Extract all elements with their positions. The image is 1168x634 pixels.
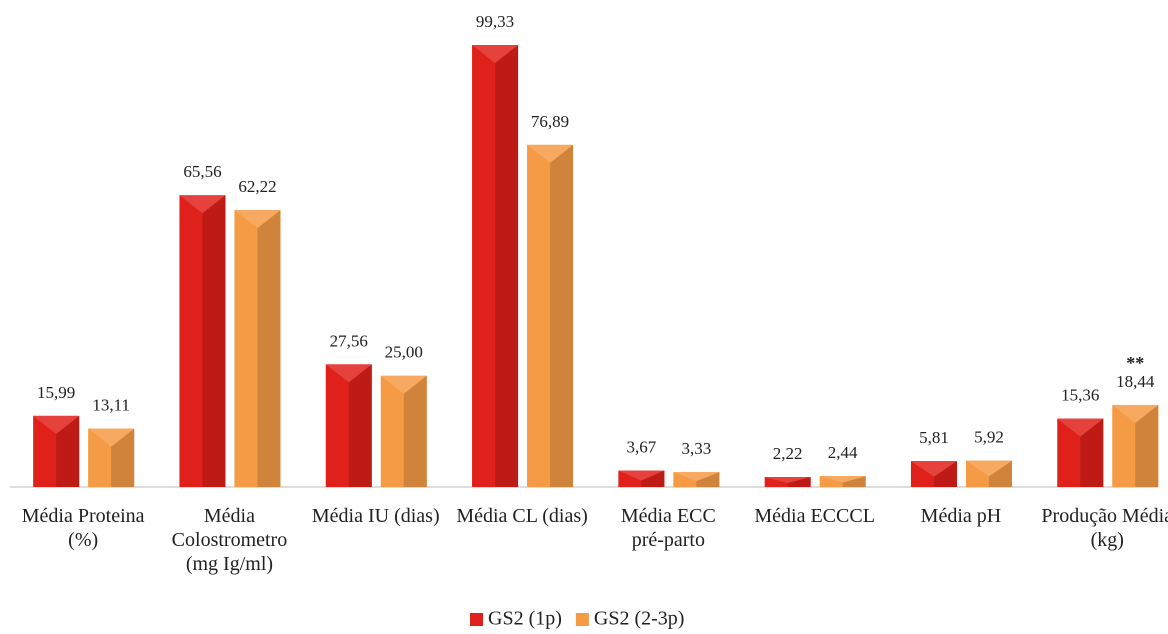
- bar: [380, 375, 427, 487]
- bar-side: [988, 460, 1012, 487]
- bar-bevel: [673, 472, 720, 482]
- bar: [88, 428, 135, 487]
- bar-side: [641, 470, 665, 487]
- data-label: 65,56: [183, 162, 221, 181]
- bar-side: [56, 415, 80, 487]
- data-label: 76,89: [531, 112, 569, 131]
- bar-bevel: [234, 210, 281, 229]
- x-tick-label: Média IU (dias): [312, 505, 440, 527]
- bar-bevel: [527, 144, 574, 163]
- bar-bevel: [380, 375, 427, 394]
- x-tick-label: Média CL (dias): [456, 505, 587, 527]
- legend-label: GS2 (1p): [488, 608, 562, 630]
- bar-side: [348, 364, 372, 487]
- bar-bevel: [910, 461, 957, 477]
- bar-bevel: [819, 476, 866, 483]
- x-tick-label: Média pH: [921, 505, 1002, 527]
- bar-side: [696, 472, 720, 487]
- bar: [819, 476, 866, 487]
- bar-bevel: [1112, 404, 1159, 423]
- bar-bevel: [1057, 418, 1104, 437]
- data-label: 5,92: [974, 428, 1004, 447]
- data-label: 15,36: [1061, 386, 1099, 405]
- data-label: 3,67: [626, 438, 656, 457]
- bar-bevel: [618, 470, 665, 481]
- legend-label: GS2 (2-3p): [594, 608, 685, 630]
- bar-bevel: [33, 415, 80, 434]
- x-tick-label: Média ECC pré-parto: [621, 505, 716, 551]
- bar: [179, 195, 226, 488]
- data-label: 13,11: [92, 396, 130, 415]
- data-label: 62,22: [238, 177, 276, 196]
- bar: [234, 210, 281, 488]
- bar-side: [933, 461, 957, 487]
- bar: [1057, 418, 1104, 487]
- data-label: 5,81: [919, 428, 949, 447]
- data-label: 3,33: [681, 439, 711, 458]
- bar: [764, 477, 811, 487]
- bar-side: [495, 45, 519, 487]
- bar-side: [787, 477, 811, 487]
- data-label: 2,22: [773, 444, 803, 463]
- bar-side: [202, 195, 226, 488]
- bar: [910, 461, 957, 487]
- x-tick-label: Média Proteina (%): [22, 505, 145, 551]
- data-label: 18,44: [1116, 372, 1155, 391]
- data-label: 15,99: [37, 383, 75, 402]
- legend-swatch: [575, 613, 589, 626]
- bar-bevel: [965, 460, 1012, 477]
- bar: [673, 472, 720, 487]
- bar: [965, 460, 1012, 487]
- bar-side: [1135, 404, 1159, 487]
- bar-bevel: [179, 195, 226, 214]
- bar-side: [403, 375, 427, 487]
- bar-side: [550, 144, 574, 487]
- annotation: **: [1126, 353, 1144, 373]
- bar: [33, 415, 80, 487]
- data-label: 2,44: [828, 443, 858, 462]
- bar-side: [111, 428, 135, 487]
- bar: [325, 364, 372, 487]
- bar: [1112, 404, 1159, 487]
- bar-bevel: [472, 45, 519, 63]
- bar-bevel: [325, 364, 372, 383]
- bar-side: [257, 210, 281, 488]
- bar: [618, 470, 665, 487]
- x-tick-label: Média Colostrometro (mg Ig/ml): [172, 505, 288, 575]
- bar-side: [842, 476, 866, 487]
- bar: [527, 144, 574, 487]
- data-label: 99,33: [476, 12, 514, 31]
- x-tick-label: Média ECCCL: [754, 505, 875, 527]
- legend-swatch: [470, 613, 483, 626]
- bar-bevel: [764, 477, 811, 484]
- bar-bevel: [88, 428, 135, 447]
- data-label: 27,56: [330, 331, 368, 350]
- bar-side: [1080, 418, 1104, 487]
- data-label: 25,00: [385, 343, 423, 362]
- bar: [472, 45, 519, 487]
- x-tick-label: Produção Média (kg): [1041, 505, 1168, 551]
